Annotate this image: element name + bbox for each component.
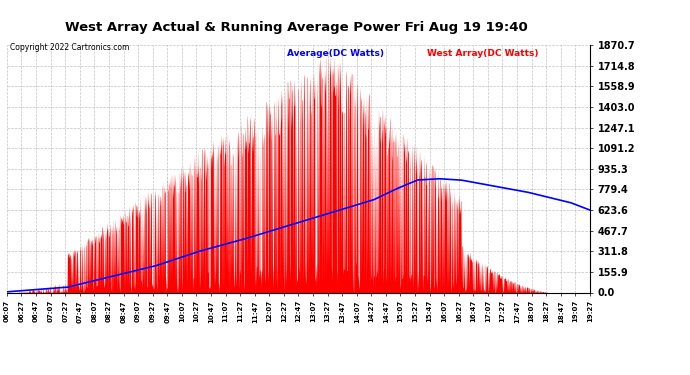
Text: West Array(DC Watts): West Array(DC Watts) <box>426 49 538 58</box>
Text: Average(DC Watts): Average(DC Watts) <box>287 49 384 58</box>
Text: Copyright 2022 Cartronics.com: Copyright 2022 Cartronics.com <box>10 43 130 52</box>
Text: West Array Actual & Running Average Power Fri Aug 19 19:40: West Array Actual & Running Average Powe… <box>66 21 528 34</box>
